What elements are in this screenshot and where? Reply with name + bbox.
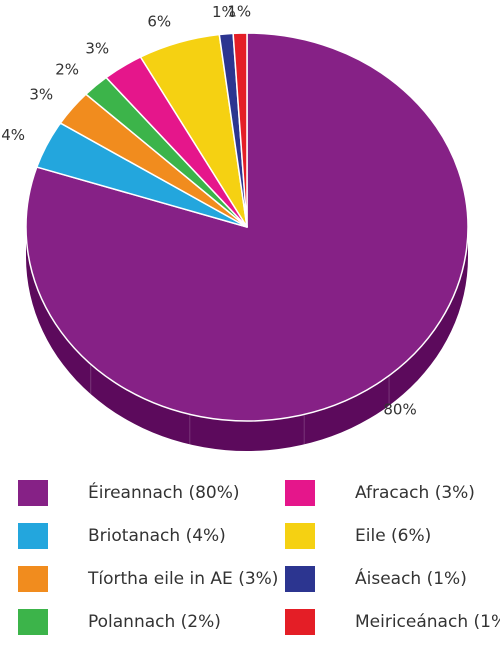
legend-swatch-6 (285, 566, 315, 592)
legend-label-3: Polannach (2%) (88, 612, 221, 632)
legend-item-7: Meiriceánach (1%) (285, 607, 500, 637)
pct-label-7: 1% (227, 2, 251, 20)
legend-label-5: Eile (6%) (355, 526, 432, 546)
legend-label-7: Meiriceánach (1%) (355, 612, 500, 632)
legend-label-0: Éireannach (80%) (88, 483, 240, 503)
pct-label-6: 1% (212, 3, 236, 21)
pct-label-1: 4% (1, 126, 25, 144)
legend-label-4: Afracach (3%) (355, 483, 475, 503)
legend-swatch-7 (285, 609, 315, 635)
pie-depth (26, 227, 468, 451)
legend-label-1: Briotanach (4%) (88, 526, 226, 546)
legend-item-4: Afracach (3%) (285, 478, 475, 508)
pie-slice-7 (232, 32, 248, 228)
legend-item-1: Briotanach (4%) (18, 521, 226, 551)
pct-label-4: 3% (85, 39, 109, 57)
legend-swatch-5 (285, 523, 315, 549)
legend-swatch-2 (18, 566, 48, 592)
pie-chart: 80%4%3%2%3%6%1%1% (1, 2, 469, 451)
pct-label-0: 80% (383, 400, 416, 418)
pct-label-3: 2% (55, 61, 79, 79)
legend-swatch-1 (18, 523, 48, 549)
legend-swatch-3 (18, 609, 48, 635)
legend-item-6: Áiseach (1%) (285, 564, 467, 594)
legend-label-2: Tíortha eile in AE (3%) (88, 569, 279, 589)
legend-item-3: Polannach (2%) (18, 607, 221, 637)
legend-item-2: Tíortha eile in AE (3%) (18, 564, 278, 594)
legend-swatch-0 (18, 480, 48, 506)
legend-item-5: Eile (6%) (285, 521, 431, 551)
pct-label-5: 6% (147, 13, 171, 31)
pct-label-2: 3% (29, 86, 53, 104)
legend-item-0: Éireannach (80%) (18, 478, 240, 508)
pie-top (25, 32, 469, 422)
legend-label-6: Áiseach (1%) (355, 569, 467, 589)
pie-labels: 80%4%3%2%3%6%1%1% (1, 2, 417, 418)
legend: Éireannach (80%) Afracach (3%) Briotanach … (0, 478, 500, 652)
legend-swatch-4 (285, 480, 315, 506)
